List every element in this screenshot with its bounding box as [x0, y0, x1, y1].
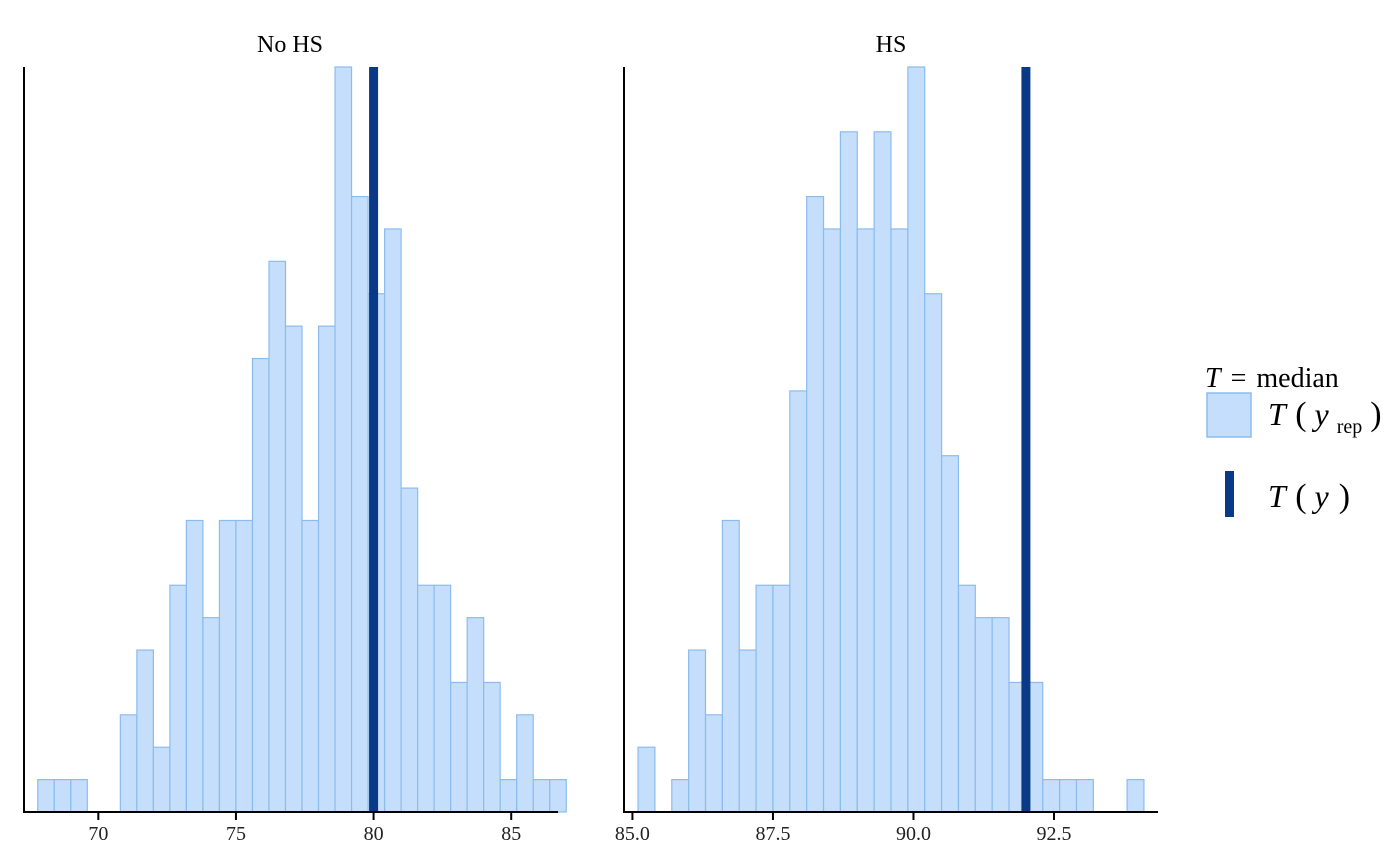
- histogram-bar-hs-17: [924, 293, 943, 813]
- histogram-bar-no-hs-12: [235, 519, 254, 813]
- histogram-bar-no-hs-11: [218, 519, 237, 813]
- histogram-bar-no-hs-16: [301, 519, 320, 813]
- panel-title-no-hs: No HS: [257, 32, 323, 58]
- legend-rep-sub: rep: [1337, 416, 1363, 438]
- bars-hs: [637, 66, 1145, 813]
- bars-no-hs: [37, 66, 567, 813]
- legend-label-obs: T ( y ): [1268, 478, 1350, 515]
- histogram-bar-no-hs-0: [37, 779, 55, 813]
- histogram-bar-hs-5: [721, 519, 740, 813]
- histogram-bar-hs-7: [755, 584, 774, 813]
- histogram-bar-no-hs-9: [185, 519, 204, 813]
- histogram-bar-no-hs-5: [119, 714, 138, 813]
- histogram-bar-hs-15: [890, 228, 909, 813]
- legend-label-rep: T ( y rep ): [1268, 396, 1382, 440]
- x-tick-label-hs-1: 87.5: [755, 823, 790, 845]
- histogram-bar-hs-13: [856, 228, 875, 813]
- histogram-bar-no-hs-7: [152, 746, 171, 813]
- legend-rep-close-paren: ): [1370, 396, 1381, 433]
- histogram-bar-hs-8: [772, 584, 791, 813]
- histogram-bar-no-hs-22: [400, 487, 419, 813]
- histogram-bar-no-hs-6: [136, 649, 154, 813]
- histogram-bar-hs-12: [839, 131, 858, 813]
- legend-rep-open-paren: (: [1295, 396, 1306, 433]
- legend-title-stat: median: [1256, 363, 1338, 394]
- x-tick-label-no-hs-0: 70: [88, 823, 108, 845]
- legend-key-obs: [1225, 471, 1234, 517]
- histogram-bar-no-hs-28: [499, 779, 518, 813]
- legend-obs-y: y: [1312, 478, 1330, 514]
- x-tick-label-no-hs-3: 85: [501, 823, 521, 845]
- histogram-bar-no-hs-2: [70, 779, 88, 813]
- histogram-bar-no-hs-27: [483, 681, 501, 813]
- histogram-bar-hs-29: [1126, 779, 1145, 813]
- histogram-bar-hs-18: [940, 455, 960, 813]
- histogram-bar-hs-4: [704, 714, 723, 813]
- x-tick-label-hs-0: 85.0: [615, 823, 650, 845]
- legend: T = median T ( y rep ) T ( y ): [1205, 363, 1382, 517]
- histogram-bar-hs-9: [789, 390, 808, 813]
- histogram-bar-hs-0: [637, 746, 656, 813]
- histogram-bar-no-hs-31: [549, 779, 567, 813]
- histogram-bar-no-hs-23: [417, 584, 435, 813]
- histogram-bar-no-hs-13: [251, 357, 270, 813]
- legend-obs-open-paren: (: [1295, 478, 1306, 515]
- legend-obs-t: T: [1268, 478, 1288, 514]
- legend-title-t: T: [1205, 363, 1223, 394]
- histogram-bar-hs-14: [873, 131, 892, 813]
- histogram-bar-no-hs-21: [383, 228, 402, 813]
- observed-line-no-hs: [369, 67, 379, 812]
- histogram-bar-no-hs-19: [350, 195, 369, 813]
- histogram-bar-hs-2: [671, 779, 690, 813]
- histogram-bar-no-hs-29: [516, 714, 534, 813]
- histogram-bar-no-hs-17: [317, 325, 336, 813]
- x-ticks-no-hs: 70 75 80 85: [88, 812, 521, 845]
- x-tick-label-no-hs-1: 75: [226, 823, 246, 845]
- histogram-bar-no-hs-26: [466, 617, 485, 813]
- legend-obs-close-paren: ): [1339, 478, 1350, 515]
- histogram-bar-no-hs-30: [532, 779, 551, 813]
- histogram-bar-no-hs-24: [433, 584, 452, 813]
- histogram-bar-hs-10: [806, 195, 825, 813]
- x-tick-label-hs-3: 92.5: [1037, 823, 1072, 845]
- histogram-bar-no-hs-10: [202, 617, 221, 813]
- x-ticks-hs: 85.0 87.5 90.0 92.5: [615, 812, 1072, 845]
- histogram-bar-hs-3: [688, 649, 707, 813]
- histogram-bar-hs-25: [1059, 779, 1078, 813]
- panel-hs: HS 85.0 87.5 90.0 92.5: [615, 32, 1158, 845]
- histogram-bar-no-hs-18: [334, 66, 353, 813]
- histogram-bar-hs-11: [822, 228, 842, 813]
- observed-line-hs: [1021, 67, 1031, 812]
- histogram-bar-hs-20: [974, 617, 993, 813]
- panel-no-hs: No HS 70 75 80 85: [23, 32, 567, 845]
- histogram-bar-no-hs-14: [268, 260, 287, 813]
- histogram-bar-hs-26: [1075, 779, 1094, 813]
- legend-rep-t: T: [1268, 396, 1288, 432]
- panel-title-hs: HS: [876, 32, 907, 58]
- legend-rep-y: y: [1312, 396, 1330, 432]
- histogram-bar-hs-19: [957, 584, 976, 813]
- histogram-bar-hs-21: [991, 617, 1010, 813]
- observed-line-no-hs-group: [369, 67, 379, 812]
- legend-title-eq: =: [1231, 363, 1247, 394]
- x-tick-label-hs-2: 90.0: [896, 823, 931, 845]
- histogram-bar-hs-24: [1042, 779, 1061, 813]
- histogram-bar-no-hs-8: [169, 584, 188, 813]
- histogram-bar-hs-6: [738, 649, 757, 813]
- histogram-bar-no-hs-15: [284, 325, 303, 813]
- histogram-bar-hs-16: [907, 66, 926, 813]
- legend-key-rep: [1206, 392, 1252, 438]
- observed-line-hs-group: [1021, 67, 1031, 812]
- histogram-bar-no-hs-1: [53, 779, 72, 813]
- histogram-bar-no-hs-25: [450, 681, 468, 813]
- legend-title: T = median: [1205, 363, 1339, 394]
- x-tick-label-no-hs-2: 80: [364, 823, 384, 845]
